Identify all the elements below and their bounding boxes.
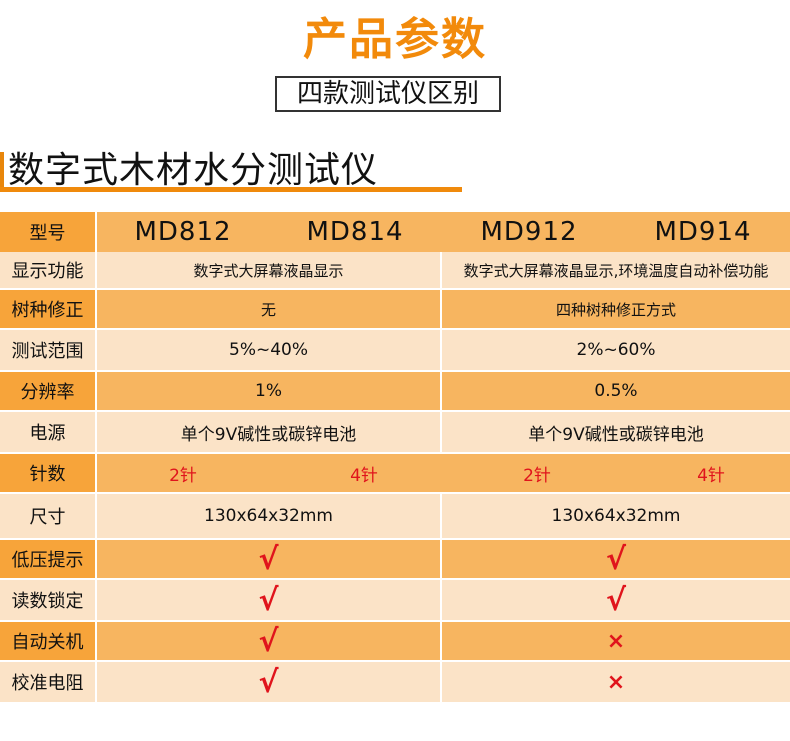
cell-right: 0.5% [442,372,790,410]
row-label: 针数 [0,454,95,492]
section-title: 数字式木材水分测试仪 [8,150,379,191]
subtitle-box: 四款测试仪区别 [275,76,501,112]
table-row: 尺寸 130x64x32mm 130x64x32mm [0,494,790,538]
row-label: 电源 [0,412,95,452]
check-icon: √ [442,580,790,620]
table-row: 树种修正 无 四种树种修正方式 [0,290,790,328]
table-row: 测试范围 5%~40% 2%~60% [0,330,790,370]
cell-right: 数字式大屏幕液晶显示,环境温度自动补偿功能 [442,252,790,288]
pins-md912: 2针 [523,465,551,486]
row-label: 测试范围 [0,330,95,370]
cell-left: 130x64x32mm [97,494,440,538]
row-label: 树种修正 [0,290,95,328]
section-underline [0,187,462,192]
check-icon: √ [97,540,440,578]
cell-left: 无 [97,290,440,328]
table-row: 针数 2针 4针 2针 4针 [0,454,790,492]
cell-left: 数字式大屏幕液晶显示 [97,252,440,288]
model-label: 型号 [0,212,95,252]
model-row: 型号 MD812 MD814 MD912 MD914 [0,212,790,252]
check-icon: √ [442,540,790,578]
pins-md914: 4针 [697,465,725,486]
pins-md812: 2针 [169,465,197,486]
pins-bg [97,454,790,492]
cell-left: 1% [97,372,440,410]
row-label: 低压提示 [0,540,95,578]
table-row: 显示功能 数字式大屏幕液晶显示 数字式大屏幕液晶显示,环境温度自动补偿功能 [0,252,790,288]
row-label: 分辨率 [0,372,95,410]
section-side-bar [0,152,4,192]
cell-left: 5%~40% [97,330,440,370]
cell-right: 130x64x32mm [442,494,790,538]
table-row: 分辨率 1% 0.5% [0,372,790,410]
model-row-bg [97,212,790,252]
model-md914: MD914 [654,217,752,247]
table-row: 低压提示 √ √ [0,540,790,578]
model-md912: MD912 [480,217,578,247]
page-title: 产品参数 [303,14,487,65]
check-icon: √ [97,662,440,702]
cell-right: 2%~60% [442,330,790,370]
table-row: 自动关机 √ × [0,622,790,660]
row-label: 自动关机 [0,622,95,660]
cell-left: 单个9V碱性或碳锌电池 [97,412,440,452]
cross-icon: × [442,622,790,660]
table-row: 校准电阻 √ × [0,662,790,702]
table-row: 读数锁定 √ √ [0,580,790,620]
row-label: 读数锁定 [0,580,95,620]
row-label: 校准电阻 [0,662,95,702]
model-md814: MD814 [306,217,404,247]
cell-right: 单个9V碱性或碳锌电池 [442,412,790,452]
table-row: 电源 单个9V碱性或碳锌电池 单个9V碱性或碳锌电池 [0,412,790,452]
pins-md814: 4针 [350,465,378,486]
cell-right: 四种树种修正方式 [442,290,790,328]
cross-icon: × [442,662,790,702]
check-icon: √ [97,580,440,620]
check-icon: √ [97,622,440,660]
model-md812: MD812 [134,217,232,247]
row-label: 显示功能 [0,252,95,288]
row-label: 尺寸 [0,494,95,538]
